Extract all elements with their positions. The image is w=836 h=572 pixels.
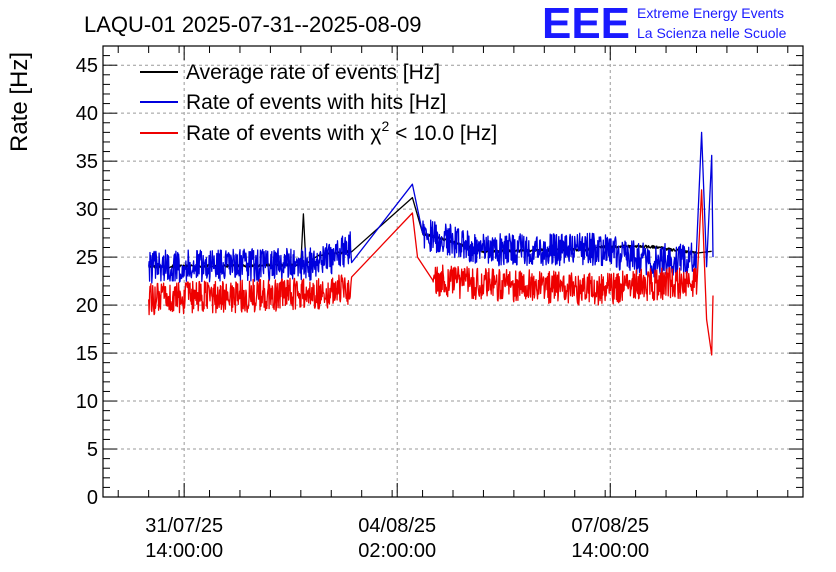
legend-label-2: Rate of events with hits [Hz] — [186, 91, 446, 114]
y-tick-label: 35 — [76, 151, 98, 173]
brand-line-1: Extreme Energy Events — [637, 5, 784, 21]
legend-label-1: Average rate of events [Hz] — [186, 61, 440, 84]
y-tick-label: 20 — [76, 295, 98, 317]
y-tick-label: 10 — [76, 391, 98, 413]
x-tick-label-date: 04/08/25 — [358, 515, 436, 537]
series-lines — [148, 131, 714, 356]
y-tick-label: 5 — [87, 439, 98, 461]
y-tick-label: 0 — [87, 487, 98, 509]
eee-logo: EEE — [542, 0, 630, 48]
series-line-3 — [148, 189, 714, 356]
chart-title: LAQU-01 2025-07-31--2025-08-09 — [84, 12, 422, 37]
x-tick-label-time: 02:00:00 — [358, 540, 436, 562]
y-tick-label: 25 — [76, 247, 98, 269]
legend: Average rate of events [Hz] Rate of event… — [140, 61, 497, 145]
y-tick-label: 45 — [76, 55, 98, 77]
y-axis-label: Rate [Hz] — [6, 52, 33, 152]
x-tick-label-date: 31/07/25 — [145, 515, 223, 537]
x-tick-label-date: 07/08/25 — [571, 515, 649, 537]
series-line-2 — [148, 131, 714, 284]
y-tick-label: 40 — [76, 103, 98, 125]
y-tick-label: 15 — [76, 343, 98, 365]
x-tick-label-time: 14:00:00 — [571, 540, 649, 562]
legend-label-3: Rate of events with χ2 < 10.0 [Hz] — [186, 118, 497, 145]
axes: 0 5 10 15 20 25 30 35 40 45 31/07/25 14:00:00 04/08/… — [76, 45, 804, 562]
x-tick-label-time: 14:00:00 — [145, 540, 223, 562]
brand-line-2: La Scienza nelle Scuole — [637, 25, 787, 41]
series-line-1 — [148, 196, 712, 269]
y-tick-label: 30 — [76, 199, 98, 221]
